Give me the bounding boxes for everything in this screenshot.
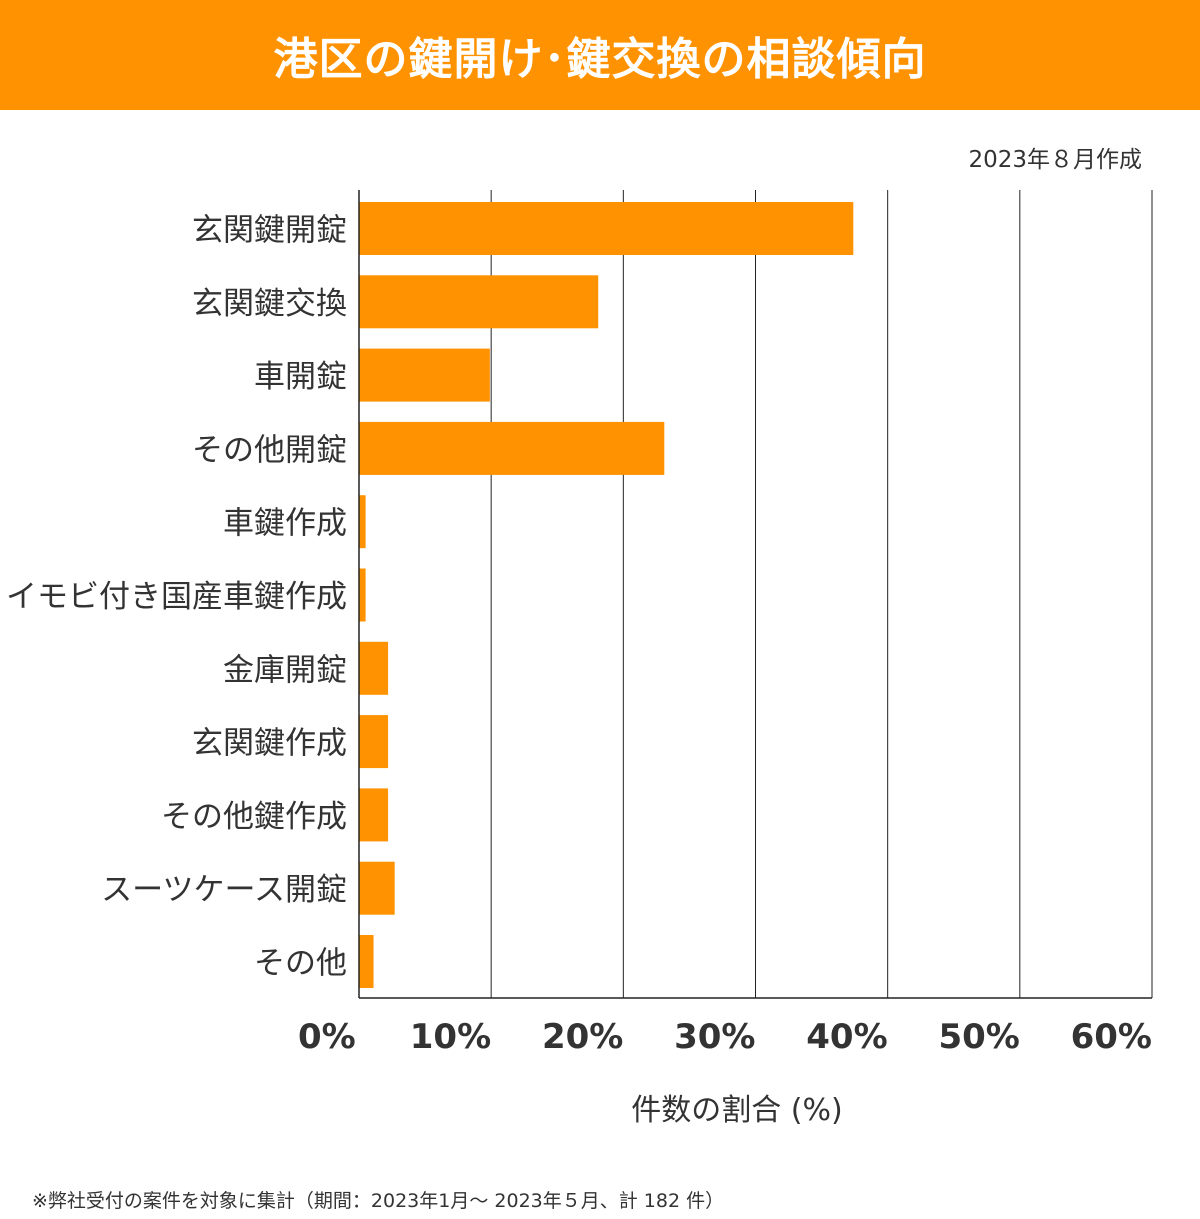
category-label-10: その他	[254, 946, 347, 982]
category-label-6: 金庫開錠	[223, 652, 347, 688]
x-axis-title: 件数の割合 (%)	[631, 1093, 842, 1128]
category-label-3: その他開錠	[192, 432, 347, 468]
creation-date: 2023年８月作成	[968, 147, 1142, 173]
bar-1	[359, 275, 599, 329]
bar-0	[359, 202, 854, 255]
x-tick-label-10: 10%	[410, 1017, 491, 1057]
bar-3	[359, 421, 665, 475]
category-label-0: 玄関鍵開錠	[192, 213, 347, 249]
bar-5	[359, 568, 366, 622]
category-label-4: 車鍵作成	[223, 506, 347, 542]
bar-2	[359, 348, 490, 402]
category-label-1: 玄関鍵交換	[192, 286, 347, 322]
category-label-7: 玄関鍵作成	[192, 726, 347, 762]
category-label-8: その他鍵作成	[161, 799, 347, 835]
x-tick-label-0: 0%	[298, 1017, 356, 1057]
x-tick-label-50: 50%	[938, 1017, 1019, 1057]
category-label-5: イモビ付き国産車鍵作成	[6, 579, 347, 615]
bar-9	[359, 861, 395, 915]
bar-8	[359, 788, 389, 842]
x-tick-label-20: 20%	[542, 1017, 623, 1057]
bar-4	[359, 495, 366, 549]
bar-6	[359, 641, 389, 695]
category-label-9: スーツケース開錠	[101, 872, 347, 908]
x-tick-label-30: 30%	[674, 1017, 755, 1057]
bar-10	[359, 935, 374, 988]
footnote: ※弊社受付の案件を対象に集計（期間：2023年1月～ 2023年５月、計 182…	[32, 1190, 725, 1212]
bar-7	[359, 715, 389, 769]
chart-header: 港区の鍵開け･鍵交換の相談傾向	[0, 0, 1200, 110]
category-label-2: 車開錠	[254, 359, 347, 395]
x-tick-label-60: 60%	[1071, 1017, 1152, 1057]
x-tick-label-40: 40%	[806, 1017, 887, 1057]
chart-title: 港区の鍵開け･鍵交換の相談傾向	[273, 34, 927, 85]
